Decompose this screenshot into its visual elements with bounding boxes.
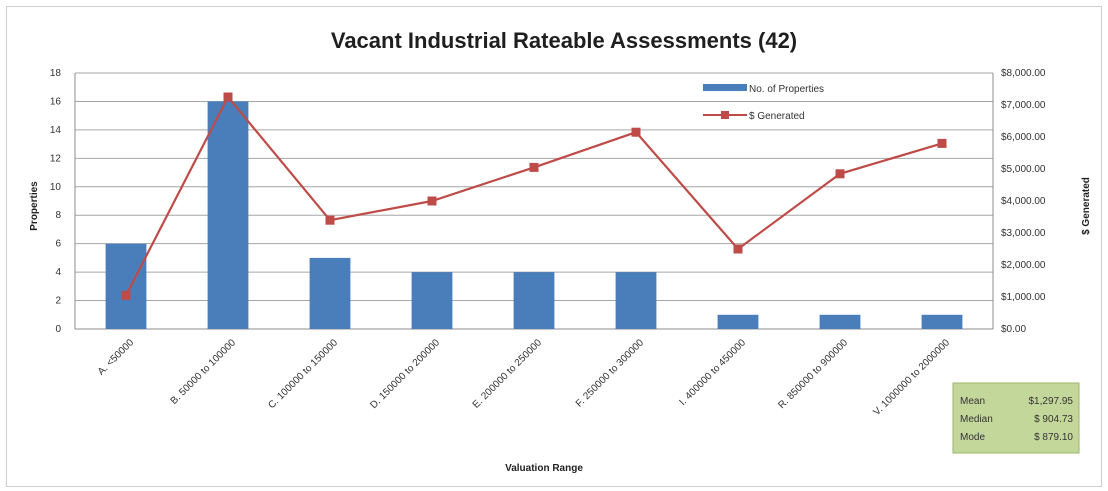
bar [105, 243, 147, 329]
line-marker [325, 215, 335, 225]
left-axis: 0 2 4 6 8 10 12 14 16 18 [50, 68, 62, 335]
y-tick-label: 8 [55, 210, 61, 221]
y2-tick-label: $8,000.00 [1001, 68, 1046, 79]
bar [921, 314, 963, 329]
line-marker [733, 244, 743, 254]
bar [513, 272, 555, 329]
y2-tick-label: $2,000.00 [1001, 260, 1046, 271]
stats-box: Mean $1,297.95 Median $ 904.73 Mode $ 87… [952, 382, 1080, 454]
stats-mode-label: Mode [960, 432, 985, 443]
y-tick-label: 0 [55, 324, 61, 335]
bar [207, 101, 249, 329]
y-tick-label: 6 [55, 239, 61, 250]
x-tick-label: C. 100000 to 150000 [266, 337, 340, 411]
y-tick-label: 2 [55, 296, 61, 307]
legend-label-bar: No. of Properties [749, 84, 824, 95]
x-tick-label: I. 400000 to 450000 [677, 337, 748, 408]
bar [717, 314, 759, 329]
chart-title: Vacant Industrial Rateable Assessments (… [331, 28, 797, 53]
stats-box-bg [952, 382, 1080, 454]
bar [411, 272, 453, 329]
x-axis-label: Valuation Range [505, 463, 583, 474]
x-tick-label: F. 250000 to 300000 [574, 337, 647, 410]
legend-swatch-bar [703, 84, 747, 91]
y-axis-label: Properties [29, 181, 40, 231]
x-tick-label: V. 1000000 to 2000000 [871, 337, 952, 418]
bar [615, 272, 657, 329]
right-axis: $0.00 $1,000.00 $2,000.00 $3,000.00 $4,000.0… [1001, 68, 1046, 335]
y-tick-label: 4 [55, 267, 61, 278]
y2-tick-label: $3,000.00 [1001, 228, 1046, 239]
x-tick-label: E. 200000 to 250000 [471, 337, 545, 411]
y-tick-label: 16 [50, 96, 62, 107]
stats-median-label: Median [960, 414, 993, 425]
legend-swatch-marker [721, 111, 729, 119]
y2-tick-label: $5,000.00 [1001, 164, 1046, 175]
bar [819, 314, 861, 329]
line-series [121, 92, 947, 300]
bars [105, 101, 963, 329]
stats-median-value: $ 904.73 [1034, 414, 1073, 425]
y2-axis-label: $ Generated [1081, 177, 1092, 235]
category-axis: A. <50000 B. 50000 to 100000 C. 100000 to … [96, 337, 953, 418]
legend: No. of Properties $ Generated [703, 84, 824, 122]
line-marker [835, 169, 845, 179]
y2-tick-label: $6,000.00 [1001, 132, 1046, 143]
stats-mean-value: $1,297.95 [1029, 396, 1074, 407]
x-tick-label: B. 50000 to 100000 [169, 337, 239, 407]
y-tick-label: 14 [50, 125, 62, 136]
line-marker [427, 196, 437, 206]
line-marker [121, 290, 131, 300]
legend-label-line: $ Generated [749, 111, 805, 122]
y-tick-label: 10 [50, 182, 62, 193]
stats-mode-value: $ 879.10 [1034, 432, 1073, 443]
y2-tick-label: $4,000.00 [1001, 196, 1046, 207]
line-marker [937, 138, 947, 148]
y2-tick-label: $0.00 [1001, 324, 1026, 335]
y2-tick-label: $1,000.00 [1001, 292, 1046, 303]
y-tick-label: 12 [50, 153, 62, 164]
chart: Vacant Industrial Rateable Assessments (… [29, 28, 1092, 474]
x-tick-label: D. 150000 to 200000 [368, 337, 442, 411]
line-marker [223, 92, 233, 102]
bar [309, 257, 351, 329]
line-marker [529, 162, 539, 172]
y2-tick-label: $7,000.00 [1001, 100, 1046, 111]
line-marker [631, 127, 641, 137]
stats-mean-label: Mean [960, 396, 985, 407]
x-tick-label: A. <50000 [96, 337, 137, 378]
chart-frame: Vacant Industrial Rateable Assessments (… [6, 6, 1102, 487]
x-tick-label: R. 850000 to 900000 [776, 337, 850, 411]
y-tick-label: 18 [50, 68, 62, 79]
